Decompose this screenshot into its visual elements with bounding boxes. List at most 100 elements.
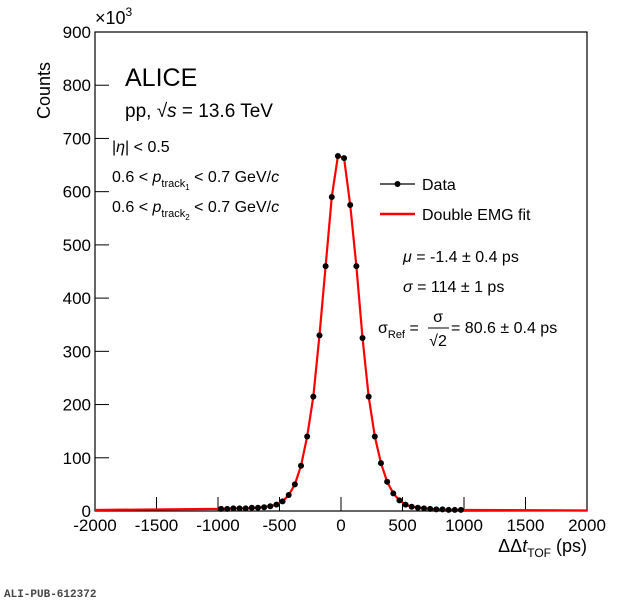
data-point: [421, 505, 428, 512]
y-scale-base: ×10: [95, 8, 126, 28]
legend-label: Data: [422, 177, 456, 194]
data-point: [359, 335, 366, 342]
system-post: = 13.6 TeV: [177, 101, 274, 122]
data-point: [439, 506, 446, 513]
data-point: [427, 505, 434, 512]
result-var: σ: [378, 320, 388, 337]
cut-pre: 0.6 <: [112, 199, 152, 216]
data-point: [371, 433, 378, 440]
result-text: = 114 ± 1 ps: [413, 279, 505, 296]
cut-unit: c: [271, 169, 279, 186]
x-tick-label: -500: [262, 516, 296, 535]
y-scale: ×103: [95, 5, 133, 28]
data-point: [310, 393, 317, 400]
y-tick-label: 400: [63, 289, 91, 308]
data-point: [341, 155, 348, 162]
result: σRef =: [378, 320, 419, 341]
cut-var: p: [151, 199, 161, 216]
data-point: [328, 193, 335, 200]
data-point: [451, 506, 458, 513]
x-label-var: t: [522, 536, 528, 556]
y-tick-label: 700: [63, 129, 91, 148]
fit-line: [94, 154, 588, 512]
data-point: [236, 505, 243, 512]
data-point: [365, 393, 372, 400]
cut-pre: 0.6 <: [112, 169, 152, 186]
data-point: [396, 497, 403, 504]
y-tick-label: 300: [63, 342, 91, 361]
experiment: ALICE: [125, 64, 197, 92]
data-point: [273, 501, 280, 508]
data-point: [347, 201, 354, 208]
cut-sub: track: [161, 208, 185, 220]
y-tick-label: 800: [63, 76, 91, 95]
x-tick-label: -1000: [196, 516, 239, 535]
x-tick-label: -2000: [73, 516, 116, 535]
data-point: [279, 498, 286, 505]
data-point: [316, 332, 323, 339]
data-point: [457, 506, 464, 513]
y-tick-label: 100: [63, 449, 91, 468]
result: μ = -1.4 ± 0.4 ps: [402, 249, 519, 266]
cut-var: η: [116, 139, 125, 156]
data-point: [261, 504, 268, 511]
data-point: [267, 503, 274, 510]
x-label-unit: (ps): [551, 536, 587, 556]
legend: Data Double EMG fit: [380, 177, 531, 224]
system-pre: pp,: [125, 101, 157, 122]
result-var: μ: [402, 249, 412, 266]
cut-sub: track: [161, 178, 185, 190]
result: σ = 114 ± 1 ps: [403, 279, 504, 296]
data-point: [384, 478, 391, 485]
data-point: [408, 503, 415, 510]
data-point: [353, 263, 360, 270]
data-point: [377, 460, 384, 467]
legend-marker: [394, 181, 401, 187]
result-eq: =: [405, 320, 419, 337]
result-text: = 80.6 ± 0.4 ps: [451, 320, 557, 337]
y-tick-label: 500: [63, 236, 91, 255]
data-point: [218, 505, 225, 512]
cut: 0.6 < ptrack2 < 0.7 GeV/c: [112, 199, 279, 222]
y-tick-label: 900: [63, 23, 91, 42]
y-tick-label: 0: [82, 502, 91, 521]
cut-pre: |: [112, 139, 116, 156]
data-point: [414, 504, 421, 511]
data-point: [334, 153, 341, 160]
data-point: [242, 505, 249, 512]
data-point: [445, 506, 452, 513]
x-label-sub: TOF: [527, 546, 551, 560]
x-tick-label: 1000: [445, 516, 483, 535]
data-point: [304, 433, 311, 440]
x-axis-label: ΔΔtTOF (ps): [498, 536, 587, 560]
result-text: = -1.4 ± 0.4 ps: [412, 249, 519, 266]
result-sub: Ref: [388, 329, 406, 341]
x-tick-label: 1500: [507, 516, 545, 535]
fraction-num: σ: [433, 309, 443, 326]
system-var: s: [167, 101, 177, 122]
x-tick-label: -1500: [135, 516, 178, 535]
data-point: [291, 481, 298, 488]
cut-post: < 0.7 GeV/: [190, 169, 272, 186]
cut-unit: c: [271, 199, 279, 216]
cut: 0.6 < ptrack1 < 0.7 GeV/c: [112, 169, 279, 192]
data-point: [224, 505, 231, 512]
x-tick-label: 500: [388, 516, 416, 535]
x-tick-label: 2000: [568, 516, 606, 535]
cut-subsub: 1: [185, 183, 190, 192]
data-point: [390, 490, 397, 497]
cut: |η| < 0.5: [112, 139, 170, 156]
data-point: [285, 492, 292, 499]
data-point: [248, 504, 255, 511]
cut-post: | < 0.5: [125, 139, 170, 156]
x-label-prefix: ΔΔ: [498, 536, 522, 556]
data-point: [230, 505, 237, 512]
cut-post: < 0.7 GeV/: [190, 199, 272, 216]
fraction-den: √2: [429, 333, 447, 350]
x-tick-label: 0: [336, 516, 345, 535]
legend-label: Double EMG fit: [422, 207, 531, 224]
data-point: [322, 263, 329, 270]
data-point: [254, 504, 261, 511]
data-point: [433, 506, 440, 513]
